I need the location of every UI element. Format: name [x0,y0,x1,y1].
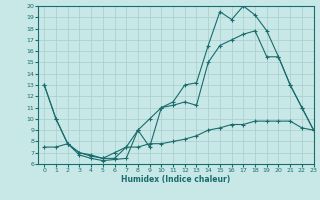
X-axis label: Humidex (Indice chaleur): Humidex (Indice chaleur) [121,175,231,184]
